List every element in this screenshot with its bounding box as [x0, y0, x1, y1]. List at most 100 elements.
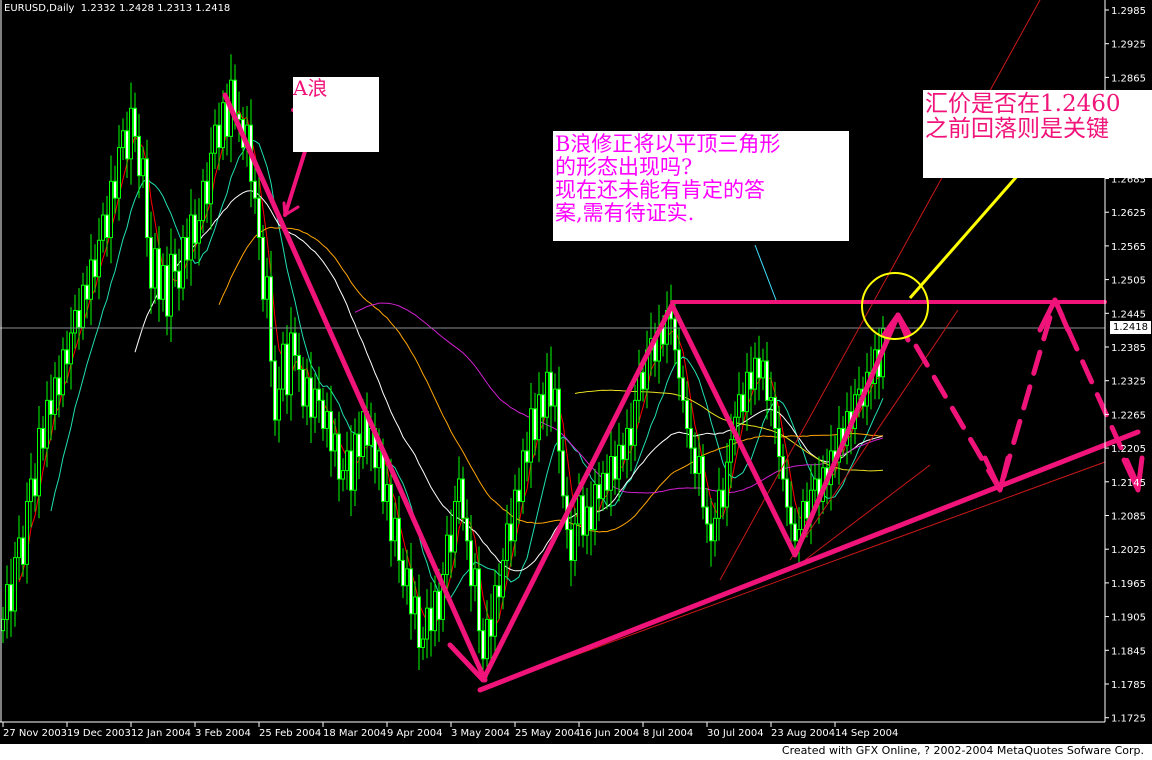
candle: [749, 346, 753, 415]
candle: [93, 244, 97, 293]
candle: [277, 366, 281, 443]
candle: [9, 558, 13, 637]
candle: [445, 516, 449, 594]
candle-body: [185, 236, 189, 261]
candle: [769, 371, 773, 427]
candle-body: [429, 607, 433, 632]
candle: [797, 507, 801, 564]
candle: [129, 82, 133, 185]
candle: [629, 402, 633, 472]
arrowhead-4: [881, 312, 911, 343]
candle-body: [569, 529, 573, 561]
candle-body: [321, 399, 325, 429]
candle: [461, 466, 465, 531]
candle: [285, 325, 289, 414]
candle-body: [73, 309, 77, 334]
candle: [477, 546, 481, 654]
candle-body: [593, 484, 597, 531]
candle: [113, 165, 117, 214]
candle-body: [453, 500, 457, 553]
candle-body: [485, 618, 489, 660]
candle-body: [425, 607, 429, 640]
x-tick-label: 25 May 2004: [515, 728, 580, 739]
candle-body: [673, 318, 677, 351]
candle: [529, 382, 533, 488]
wave-b-note[interactable]: B浪修正将以平顶三角形 的形态出现吗? 现在还未能有肯定的答 案,需有待证实.: [553, 131, 849, 241]
candle-body: [445, 534, 449, 575]
candle: [389, 458, 393, 567]
candle: [273, 345, 277, 436]
note-line: 现在还未能有肯定的答: [555, 178, 765, 203]
candle: [293, 317, 297, 372]
candle-body: [77, 309, 81, 328]
candle-body: [181, 236, 185, 289]
footer: Created with GFX Online, ? 2002-2004 Met…: [0, 744, 1152, 760]
candle-body: [25, 500, 29, 565]
y-tick-label: 1.2625: [1111, 208, 1146, 219]
candle: [449, 509, 453, 578]
candle: [141, 146, 145, 189]
candle: [89, 234, 93, 326]
candle-body: [713, 517, 717, 542]
candle-body: [401, 559, 405, 587]
candle-body: [545, 371, 549, 418]
candle-body: [161, 265, 165, 300]
price-chart[interactable]: 1.29851.29251.28651.28051.27451.26851.26…: [0, 0, 1152, 744]
candle: [205, 162, 209, 223]
candle: [193, 199, 197, 259]
candle: [385, 465, 389, 521]
candle-body: [177, 270, 181, 289]
candle-body: [433, 590, 437, 632]
candle-body: [61, 349, 65, 396]
candle: [281, 331, 285, 402]
candle-body: [125, 130, 129, 160]
candle-body: [277, 388, 281, 421]
candle: [5, 565, 9, 639]
candle: [689, 402, 693, 474]
candle: [289, 307, 293, 421]
candle-body: [361, 411, 365, 458]
candle: [353, 418, 357, 506]
candle-body: [97, 239, 101, 278]
candle-body: [785, 478, 789, 508]
candle-body: [281, 343, 285, 390]
candle: [785, 459, 789, 527]
candle-body: [217, 124, 221, 149]
candle: [705, 487, 709, 544]
note-line: 的形态出现吗?: [555, 155, 693, 180]
candle-body: [561, 450, 565, 497]
candle: [157, 226, 161, 322]
candle-body: [753, 357, 757, 390]
candle-body: [325, 411, 329, 429]
candle: [441, 562, 445, 632]
key-level-note[interactable]: 汇价是否在1.2460 之前回落则是关键: [923, 90, 1152, 178]
axes: 1.29851.29251.28651.28051.27451.26851.26…: [0, 0, 1146, 739]
ohlc-values: 1.2332 1.2428 1.2313 1.2418: [80, 3, 231, 14]
wave-a-label: A浪: [293, 76, 328, 100]
candle-body: [581, 495, 585, 536]
candle: [741, 382, 745, 424]
wave-a-note[interactable]: A浪: [293, 77, 379, 152]
candle-body: [625, 427, 629, 460]
candle-body: [305, 377, 309, 407]
candle-body: [417, 596, 421, 648]
candle-body: [705, 506, 709, 525]
candle: [717, 467, 721, 541]
candle: [633, 384, 637, 462]
candle-body: [601, 472, 605, 500]
candle: [569, 503, 573, 587]
candle-body: [273, 360, 277, 421]
y-tick-label: 1.1725: [1111, 714, 1146, 725]
x-tick-label: 27 Nov 2003: [3, 728, 67, 739]
candle: [117, 125, 121, 221]
candle: [561, 438, 565, 509]
candle: [677, 327, 681, 401]
candle: [637, 349, 641, 423]
candle: [33, 463, 37, 512]
projected-path: [895, 297, 1143, 493]
candle-body: [137, 135, 141, 177]
candle-body: [201, 180, 205, 222]
candle: [257, 175, 261, 260]
note-line: 汇价是否在1.2460: [925, 91, 1121, 117]
candle-body: [469, 540, 473, 587]
